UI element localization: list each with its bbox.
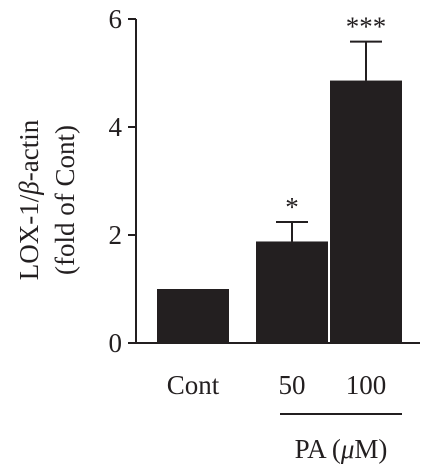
bar bbox=[330, 80, 402, 343]
bar bbox=[256, 241, 328, 343]
y-axis-title-line1: LOX-1/β-actin bbox=[14, 119, 44, 280]
y-axis-title-line2: (fold of Cont) bbox=[50, 125, 80, 275]
plot-area: 0 2 4 6 Cont * 50 *** 100 bbox=[109, 4, 420, 400]
x-category-label: 50 bbox=[279, 370, 306, 400]
y-tick-label: 2 bbox=[109, 220, 123, 250]
y-axis-title: LOX-1/β-actin (fold of Cont) bbox=[14, 119, 80, 280]
x-category-label: 100 bbox=[346, 370, 387, 400]
y-tick-label: 6 bbox=[109, 4, 123, 34]
y-tick-label: 0 bbox=[109, 328, 123, 358]
group-label: PA (μM) bbox=[295, 434, 388, 464]
bar bbox=[157, 289, 229, 343]
y-tick-label: 4 bbox=[109, 112, 123, 142]
x-category-label: Cont bbox=[167, 370, 220, 400]
significance-label: *** bbox=[346, 12, 387, 42]
significance-label: * bbox=[285, 192, 299, 222]
